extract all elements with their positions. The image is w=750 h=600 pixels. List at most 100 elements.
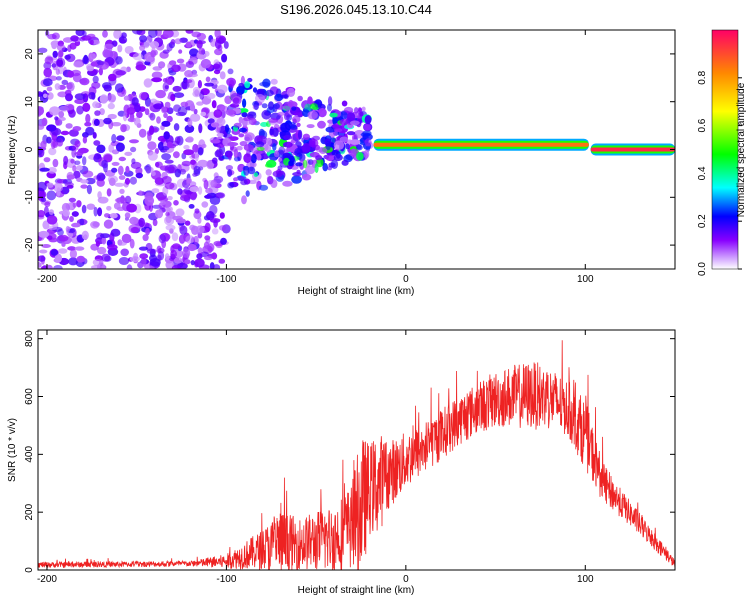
heatmap-cell <box>115 56 123 65</box>
heatmap-cell <box>197 147 204 156</box>
heatmap-cell <box>151 171 156 177</box>
heatmap-cell <box>42 264 48 269</box>
heatmap-cell <box>42 78 53 87</box>
heatmap-cell <box>162 30 174 38</box>
heatmap-cell <box>190 260 195 266</box>
heatmap-cell <box>343 106 354 114</box>
heatmap-cell <box>151 71 163 79</box>
heatmap-cell <box>139 44 146 52</box>
heatmap-cell <box>233 148 239 158</box>
heatmap-cell <box>255 93 265 104</box>
heatmap-cell <box>210 179 218 188</box>
heatmap-cell <box>308 138 319 148</box>
heatmap-xlabel: Height of straight line (km) <box>298 286 415 297</box>
heatmap-cell <box>255 141 265 148</box>
heatmap-cell <box>113 30 122 39</box>
heatmap-cell <box>216 132 224 138</box>
heatmap-cell <box>196 101 204 106</box>
heatmap-cell <box>107 93 117 103</box>
heatmap-cell <box>160 200 166 206</box>
heatmap-cell <box>39 167 50 172</box>
heatmap-cell <box>305 165 316 175</box>
heatmap-cell <box>185 61 194 68</box>
heatmap-cell <box>185 30 194 34</box>
heatmap-cell <box>131 97 139 106</box>
heatmap-cell <box>306 124 315 129</box>
heatmap-cell <box>205 187 213 194</box>
heatmap-cell <box>193 108 198 115</box>
heatmap-cell <box>49 106 61 116</box>
heatmap-cell <box>186 177 191 185</box>
heatmap-cell <box>282 152 291 159</box>
heatmap-cell <box>220 237 227 245</box>
heatmap-cell <box>165 224 176 231</box>
heatmap-cell <box>129 216 139 225</box>
heatmap-cell <box>133 117 141 126</box>
heatmap-cell <box>179 168 186 175</box>
heatmap-cell <box>145 227 150 236</box>
heatmap-cell <box>151 77 163 83</box>
heatmap-cell <box>60 130 70 136</box>
heatmap-cell <box>85 113 91 124</box>
heatmap-cell <box>212 264 221 269</box>
heatmap-cell <box>124 151 133 156</box>
heatmap-cell <box>318 147 328 155</box>
heatmap-cell <box>101 253 111 262</box>
heatmap-cell <box>156 116 161 124</box>
heatmap-cell <box>245 190 250 197</box>
heatmap-cell <box>54 116 59 121</box>
heatmap-cell <box>65 93 73 102</box>
heatmap-cell <box>357 107 362 112</box>
heatmap-cell <box>48 225 58 231</box>
heatmap-cell <box>162 82 169 92</box>
heatmap-cell <box>196 40 203 49</box>
heatmap-cell <box>192 143 199 153</box>
heatmap-cell <box>238 82 244 88</box>
heatmap-cell <box>206 159 215 170</box>
heatmap-cell <box>47 33 57 40</box>
heatmap-cell <box>111 122 122 127</box>
heatmap-cell <box>253 100 259 111</box>
heatmap-cell <box>96 174 101 181</box>
heatmap-cell <box>138 246 149 251</box>
heatmap-cell <box>41 244 51 248</box>
heatmap-cell <box>206 92 216 100</box>
heatmap-cell <box>57 91 68 98</box>
heatmap-cell <box>325 140 331 151</box>
heatmap-layer <box>38 30 675 269</box>
heatmap-cell <box>214 30 221 39</box>
heatmap-cell <box>69 249 77 259</box>
heatmap-cell <box>71 148 77 158</box>
heatmap-cell <box>296 169 301 175</box>
heatmap-cell <box>278 146 286 155</box>
heatmap-cell <box>243 116 252 122</box>
heatmap-cell <box>129 139 139 144</box>
heatmap-cell <box>54 253 63 263</box>
heatmap-cell <box>142 234 149 242</box>
heatmap-cell <box>111 133 117 144</box>
heatmap-cell <box>135 172 143 179</box>
heatmap-cell <box>76 200 82 208</box>
heatmap-cell <box>145 164 152 174</box>
heatmap-cell <box>189 113 201 122</box>
heatmap-cell <box>361 106 366 112</box>
heatmap-cell <box>198 47 205 55</box>
heatmap-cell <box>65 123 73 129</box>
heatmap-cell <box>38 146 43 156</box>
heatmap-cell <box>212 63 221 70</box>
snr-xtick-label: -200 <box>37 574 57 585</box>
heatmap-cell <box>301 173 312 181</box>
heatmap-cell <box>64 103 75 111</box>
heatmap-cell <box>55 68 60 75</box>
heatmap-cell <box>38 181 47 192</box>
heatmap-cell <box>90 61 99 67</box>
heatmap-ytick-label: -20 <box>24 237 35 252</box>
heatmap-cell <box>68 232 73 238</box>
heatmap-cell <box>346 131 356 136</box>
heatmap-cell <box>341 159 349 166</box>
heatmap-cell <box>38 230 49 238</box>
heatmap-cell <box>96 144 106 154</box>
heatmap-cell <box>153 103 164 110</box>
heatmap-cell <box>161 120 171 127</box>
heatmap-cell <box>180 101 189 108</box>
